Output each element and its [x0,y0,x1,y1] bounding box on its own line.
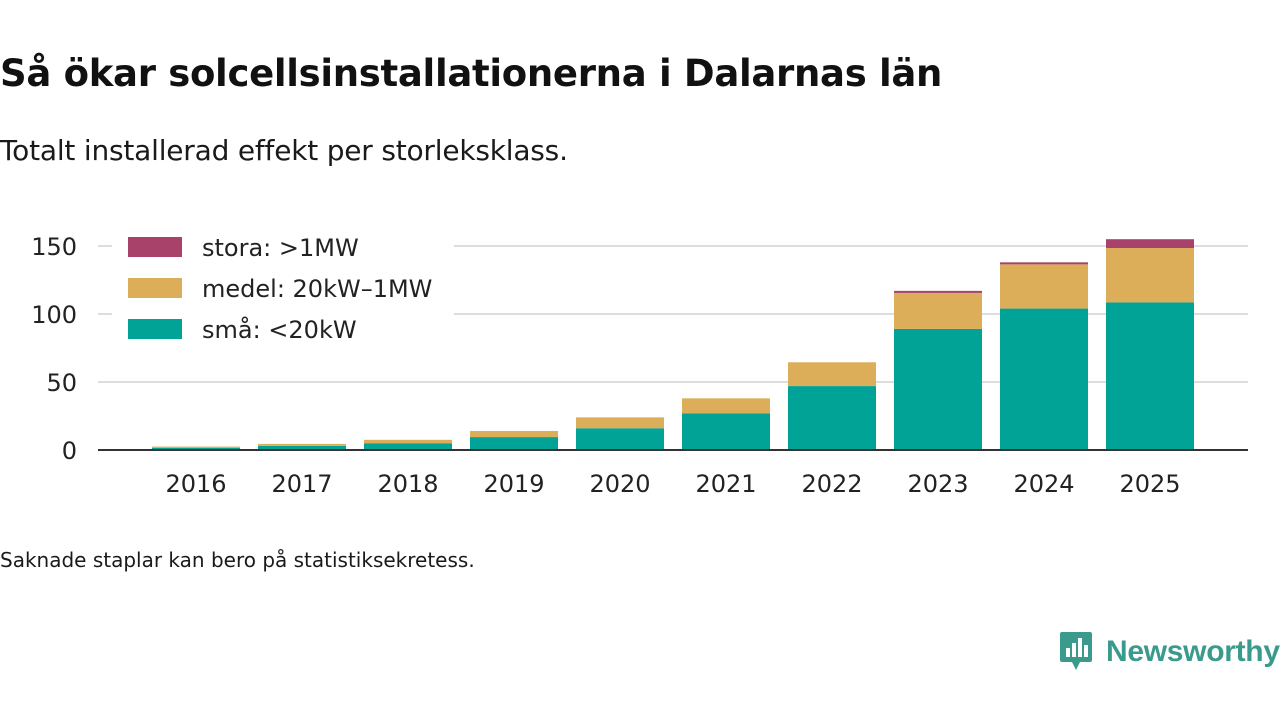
bar-sma-2019 [470,437,558,450]
bar-medel-2024 [1000,264,1088,309]
legend-label-medel: medel: 20kW–1MW [202,275,432,303]
bar-stora-2025 [1106,239,1194,249]
bar-medel-2017 [258,443,346,446]
page-title: Så ökar solcellsinstallationerna i Dalar… [0,52,943,95]
brand-logo: Newsworthy [1058,628,1280,676]
bar-sma-2016 [152,447,240,450]
bar-stora-2024 [1000,262,1088,265]
bar-sma-2022 [788,386,876,450]
y-tick-label: 100 [31,301,77,329]
bar-sma-2025 [1106,302,1194,450]
bar-sma-2024 [1000,308,1088,450]
x-tick-label: 2022 [801,470,862,498]
x-tick-label: 2018 [377,470,438,498]
legend: stora: >1MW medel: 20kW–1MW små: <20kW [112,228,454,350]
bar-medel-2019 [470,430,558,438]
x-tick-label: 2025 [1119,470,1180,498]
legend-swatch-stora [128,237,182,257]
newsworthy-logo-icon [1060,632,1092,670]
x-axis-ticks: 2016 2017 2018 2019 2020 2021 2022 2023 2024 2025 [165,470,1180,498]
page-subtitle: Totalt installerad effekt per storlekskl… [0,134,568,167]
brand-name: Newsworthy [1106,635,1280,668]
bar-sma-2017 [258,445,346,450]
legend-swatch-medel [128,278,182,298]
y-axis-ticks: 0 50 100 150 [31,233,77,465]
bar-medel-2016 [152,446,240,448]
x-tick-label: 2017 [271,470,332,498]
bar-medel-2020 [576,417,664,429]
x-tick-label: 2020 [589,470,650,498]
x-tick-label: 2021 [695,470,756,498]
x-tick-label: 2016 [165,470,226,498]
bar-medel-2022 [788,362,876,387]
bar-medel-2021 [682,398,770,414]
footnote: Saknade staplar kan bero på statistiksek… [0,548,475,572]
bars [152,239,1194,450]
legend-label-sma: små: <20kW [202,315,357,344]
bar-medel-2025 [1106,248,1194,303]
y-tick-label: 150 [31,233,77,261]
bar-sma-2023 [894,328,982,450]
bar-medel-2023 [894,292,982,329]
legend-swatch-sma [128,319,182,339]
bar-medel-2018 [364,439,452,444]
legend-label-stora: stora: >1MW [202,234,359,262]
bar-sma-2021 [682,413,770,450]
bar-sma-2018 [364,443,452,450]
x-tick-label: 2019 [483,470,544,498]
x-tick-label: 2023 [907,470,968,498]
y-tick-label: 0 [62,437,77,465]
bar-stora-2023 [894,290,982,293]
x-tick-label: 2024 [1013,470,1074,498]
y-tick-label: 50 [46,369,77,397]
bar-sma-2020 [576,428,664,450]
